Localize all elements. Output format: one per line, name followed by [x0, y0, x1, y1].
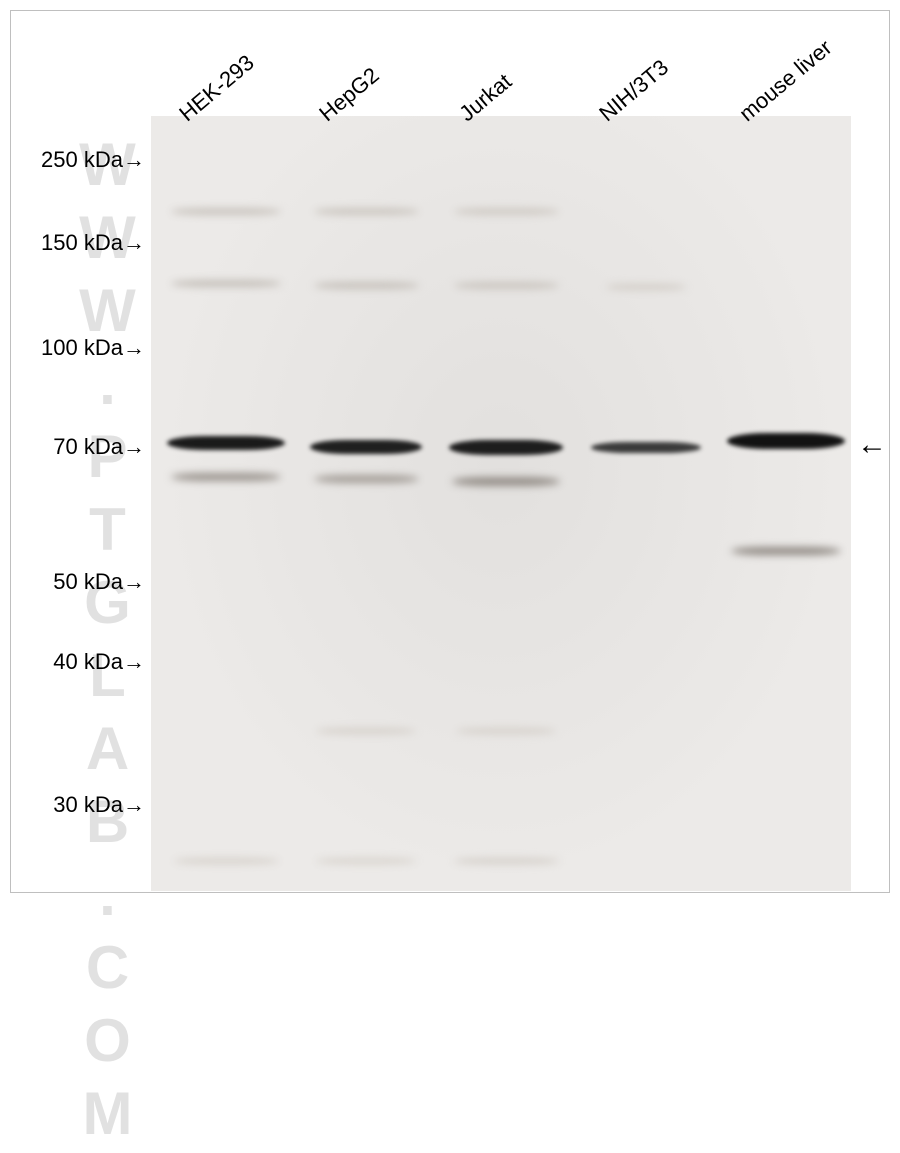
- band: [727, 433, 845, 449]
- target-band-arrow: ←: [857, 428, 887, 462]
- band: [171, 208, 281, 215]
- blot-area: [151, 116, 851, 891]
- band: [454, 208, 559, 215]
- band: [316, 728, 416, 734]
- band: [449, 440, 563, 455]
- lane-label: mouse liver: [734, 35, 837, 127]
- band: [591, 442, 701, 453]
- band: [316, 858, 416, 864]
- band: [314, 475, 419, 483]
- mw-marker-label: 150 kDa→: [41, 230, 145, 256]
- band: [452, 477, 560, 486]
- mw-marker-label: 100 kDa→: [41, 335, 145, 361]
- band: [171, 473, 281, 481]
- band: [167, 436, 285, 450]
- band: [310, 440, 422, 454]
- band: [454, 282, 559, 289]
- band: [456, 728, 556, 734]
- mw-marker-label: 50 kDa→: [53, 569, 145, 595]
- watermark: WWW.PTGLAB.COM: [73, 131, 142, 1153]
- mw-marker-label: 40 kDa→: [53, 649, 145, 675]
- band: [174, 858, 279, 864]
- mw-marker-label: 30 kDa→: [53, 792, 145, 818]
- band: [606, 284, 686, 290]
- mw-marker-label: 70 kDa→: [53, 434, 145, 460]
- mw-marker-label: 250 kDa→: [41, 147, 145, 173]
- band: [171, 280, 281, 287]
- band: [454, 858, 559, 864]
- figure-frame: WWW.PTGLAB.COM HEK-293HepG2JurkatNIH/3T3…: [10, 10, 890, 893]
- band: [731, 547, 841, 555]
- band: [314, 282, 419, 289]
- band: [314, 208, 419, 215]
